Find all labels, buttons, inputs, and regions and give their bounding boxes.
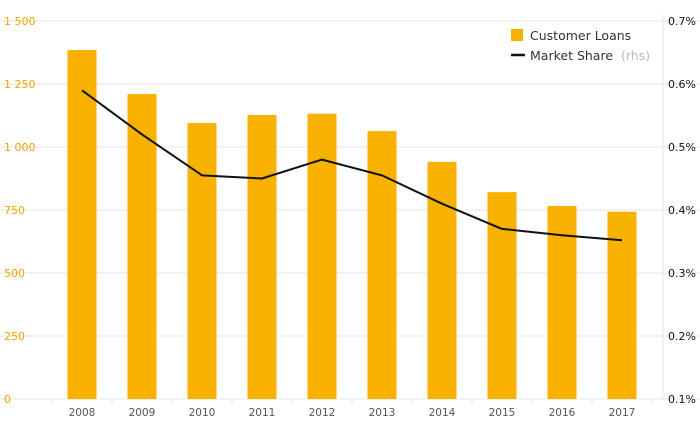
y-right-tick-label: 0.6%	[668, 78, 696, 91]
legend: Customer Loans Market Share (rhs)	[511, 28, 650, 63]
y-left-tick-label: 500	[4, 267, 25, 280]
y-right-tick-label: 0.7%	[668, 15, 696, 28]
bar-customer-loans	[487, 192, 517, 399]
bar-customer-loans	[427, 161, 457, 399]
y-left-tick-label: 750	[4, 204, 25, 217]
x-tick-label: 2016	[549, 407, 576, 419]
y-left-tick-label: 1 250	[4, 78, 36, 91]
bar-customer-loans	[307, 113, 337, 400]
bar-customer-loans	[607, 211, 637, 399]
line-market-share	[81, 89, 623, 242]
x-tick-label: 2017	[609, 407, 636, 419]
axes: 0 250 500 750 1 000 1 250 1 500 0.1% 0.2% 0.3% 0.4…	[4, 15, 696, 419]
y-left-tick-label: 250	[4, 330, 25, 343]
legend-label-customer-loans: Customer Loans	[530, 28, 631, 43]
bar-customer-loans	[547, 205, 577, 399]
legend-label-market-share: Market Share (rhs)	[530, 48, 650, 63]
y-right-tick-label: 0.4%	[668, 204, 696, 217]
x-tick-label: 2014	[429, 407, 456, 419]
x-tick-label: 2011	[249, 407, 276, 419]
x-tick-label: 2008	[69, 407, 96, 419]
bar-customer-loans	[367, 131, 397, 399]
y-right-tick-label: 0.3%	[668, 267, 696, 280]
bar-customer-loans	[247, 114, 277, 399]
x-tick-label: 2010	[189, 407, 216, 419]
y-right-tick-label: 0.2%	[668, 330, 696, 343]
legend-label-market-share-text: Market Share	[530, 48, 613, 63]
x-tick-label: 2015	[489, 407, 516, 419]
x-tick-label: 2012	[309, 407, 336, 419]
y-left-tick-label: 1 500	[4, 15, 36, 28]
x-tick-label: 2013	[369, 407, 396, 419]
legend-swatch-customer-loans	[511, 29, 523, 41]
y-left-tick-label: 1 000	[4, 141, 36, 154]
bar-series-customer-loans	[67, 49, 637, 400]
bar-customer-loans	[187, 123, 217, 399]
bar-customer-loans	[67, 49, 97, 399]
line-series-market-share	[81, 89, 623, 242]
gridlines	[0, 15, 700, 405]
y-right-tick-label: 0.1%	[668, 393, 696, 406]
legend-label-rhs: (rhs)	[621, 48, 650, 63]
y-left-tick-label: 0	[4, 393, 11, 406]
bar-customer-loans	[127, 94, 157, 399]
y-right-tick-label: 0.5%	[668, 141, 696, 154]
x-tick-label: 2009	[129, 407, 156, 419]
